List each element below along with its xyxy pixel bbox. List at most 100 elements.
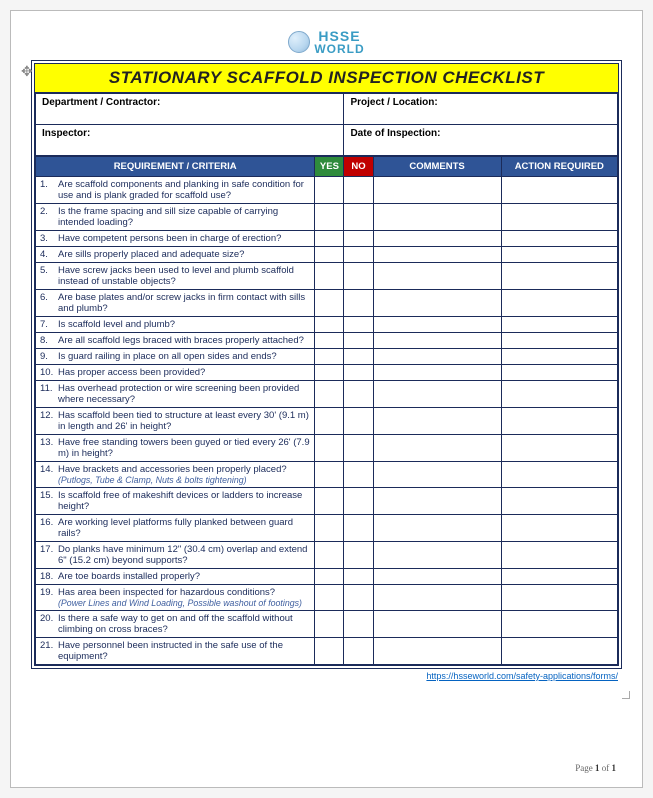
action-cell[interactable] xyxy=(501,333,617,349)
action-cell[interactable] xyxy=(501,611,617,638)
no-cell[interactable] xyxy=(344,435,373,462)
yes-cell[interactable] xyxy=(315,177,344,204)
no-cell[interactable] xyxy=(344,462,373,488)
comments-cell[interactable] xyxy=(373,349,501,365)
comments-cell[interactable] xyxy=(373,317,501,333)
no-cell[interactable] xyxy=(344,204,373,231)
no-cell[interactable] xyxy=(344,611,373,638)
action-cell[interactable] xyxy=(501,365,617,381)
action-cell[interactable] xyxy=(501,247,617,263)
comments-cell[interactable] xyxy=(373,408,501,435)
footer-link-container: https://hsseworld.com/safety-application… xyxy=(31,669,622,681)
no-cell[interactable] xyxy=(344,333,373,349)
no-cell[interactable] xyxy=(344,542,373,569)
requirement-number: 6. xyxy=(40,292,58,314)
comments-cell[interactable] xyxy=(373,365,501,381)
yes-cell[interactable] xyxy=(315,435,344,462)
yes-cell[interactable] xyxy=(315,515,344,542)
no-cell[interactable] xyxy=(344,638,373,665)
yes-cell[interactable] xyxy=(315,381,344,408)
requirement-cell: 5.Have screw jacks been used to level an… xyxy=(36,263,315,290)
yes-cell[interactable] xyxy=(315,542,344,569)
action-cell[interactable] xyxy=(501,263,617,290)
action-cell[interactable] xyxy=(501,638,617,665)
page-prefix: Page xyxy=(575,763,595,773)
footer-link[interactable]: https://hsseworld.com/safety-application… xyxy=(426,671,618,681)
comments-cell[interactable] xyxy=(373,231,501,247)
yes-cell[interactable] xyxy=(315,263,344,290)
action-cell[interactable] xyxy=(501,290,617,317)
yes-cell[interactable] xyxy=(315,408,344,435)
comments-cell[interactable] xyxy=(373,247,501,263)
no-cell[interactable] xyxy=(344,365,373,381)
comments-cell[interactable] xyxy=(373,263,501,290)
requirement-subtext: (Power Lines and Wind Loading, Possible … xyxy=(58,598,310,608)
action-cell[interactable] xyxy=(501,408,617,435)
comments-cell[interactable] xyxy=(373,585,501,611)
yes-cell[interactable] xyxy=(315,333,344,349)
no-cell[interactable] xyxy=(344,515,373,542)
no-cell[interactable] xyxy=(344,263,373,290)
header-yes: YES xyxy=(315,157,344,177)
comments-cell[interactable] xyxy=(373,515,501,542)
yes-cell[interactable] xyxy=(315,638,344,665)
action-cell[interactable] xyxy=(501,435,617,462)
yes-cell[interactable] xyxy=(315,585,344,611)
checklist-row: 19.Has area been inspected for hazardous… xyxy=(36,585,618,611)
action-cell[interactable] xyxy=(501,231,617,247)
comments-cell[interactable] xyxy=(373,435,501,462)
action-cell[interactable] xyxy=(501,569,617,585)
yes-cell[interactable] xyxy=(315,290,344,317)
action-cell[interactable] xyxy=(501,317,617,333)
yes-cell[interactable] xyxy=(315,204,344,231)
comments-cell[interactable] xyxy=(373,638,501,665)
no-cell[interactable] xyxy=(344,177,373,204)
comments-cell[interactable] xyxy=(373,611,501,638)
yes-cell[interactable] xyxy=(315,247,344,263)
no-cell[interactable] xyxy=(344,290,373,317)
header-action: ACTION REQUIRED xyxy=(501,157,617,177)
yes-cell[interactable] xyxy=(315,317,344,333)
no-cell[interactable] xyxy=(344,231,373,247)
action-cell[interactable] xyxy=(501,585,617,611)
requirement-text: Is there a safe way to get on and off th… xyxy=(58,613,310,635)
comments-cell[interactable] xyxy=(373,462,501,488)
yes-cell[interactable] xyxy=(315,569,344,585)
action-cell[interactable] xyxy=(501,515,617,542)
comments-cell[interactable] xyxy=(373,204,501,231)
checklist-row: 7.Is scaffold level and plumb? xyxy=(36,317,618,333)
yes-cell[interactable] xyxy=(315,462,344,488)
yes-cell[interactable] xyxy=(315,365,344,381)
action-cell[interactable] xyxy=(501,204,617,231)
requirement-subtext: (Putlogs, Tube & Clamp, Nuts & bolts tig… xyxy=(58,475,310,485)
comments-cell[interactable] xyxy=(373,290,501,317)
action-cell[interactable] xyxy=(501,488,617,515)
comments-cell[interactable] xyxy=(373,333,501,349)
yes-cell[interactable] xyxy=(315,488,344,515)
requirement-text: Has area been inspected for hazardous co… xyxy=(58,587,310,608)
no-cell[interactable] xyxy=(344,349,373,365)
no-cell[interactable] xyxy=(344,317,373,333)
action-cell[interactable] xyxy=(501,542,617,569)
dept-cell: Department / Contractor: xyxy=(36,94,344,125)
no-cell[interactable] xyxy=(344,247,373,263)
comments-cell[interactable] xyxy=(373,542,501,569)
comments-cell[interactable] xyxy=(373,381,501,408)
no-cell[interactable] xyxy=(344,569,373,585)
no-cell[interactable] xyxy=(344,408,373,435)
comments-cell[interactable] xyxy=(373,569,501,585)
yes-cell[interactable] xyxy=(315,611,344,638)
yes-cell[interactable] xyxy=(315,349,344,365)
action-cell[interactable] xyxy=(501,177,617,204)
action-cell[interactable] xyxy=(501,381,617,408)
comments-cell[interactable] xyxy=(373,177,501,204)
project-cell: Project / Location: xyxy=(344,94,618,125)
yes-cell[interactable] xyxy=(315,231,344,247)
action-cell[interactable] xyxy=(501,349,617,365)
no-cell[interactable] xyxy=(344,488,373,515)
move-handle-icon: ✥ xyxy=(21,63,37,79)
no-cell[interactable] xyxy=(344,585,373,611)
action-cell[interactable] xyxy=(501,462,617,488)
no-cell[interactable] xyxy=(344,381,373,408)
comments-cell[interactable] xyxy=(373,488,501,515)
